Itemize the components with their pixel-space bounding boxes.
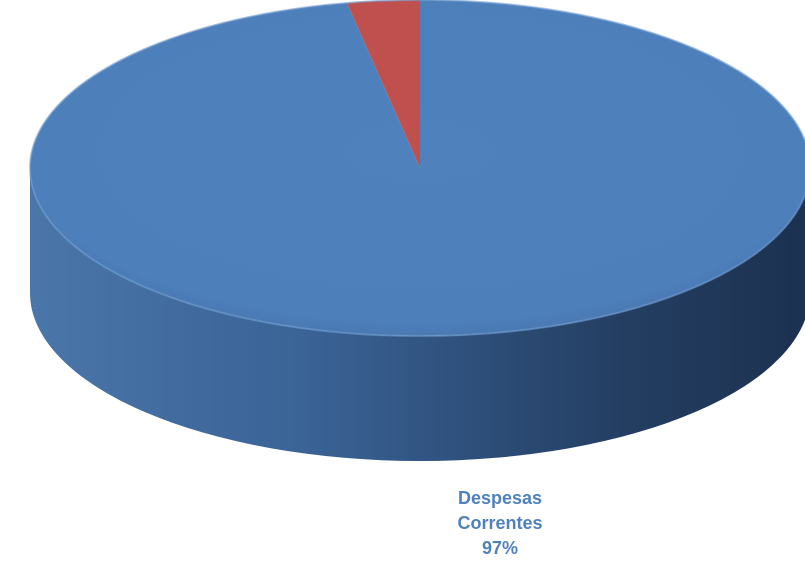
pie-side-segment-0 bbox=[30, 168, 805, 461]
pie-side-wall bbox=[30, 168, 805, 461]
pie-slice-0 bbox=[30, 0, 805, 336]
data-label-despesas-correntes: Despesas Correntes 97% bbox=[430, 486, 570, 561]
pie-top-face bbox=[29, 0, 805, 337]
pie-rim-highlight bbox=[29, 0, 805, 337]
data-label-line-3: 97% bbox=[481, 538, 519, 558]
data-label-line-2: Correntes bbox=[457, 513, 543, 533]
pie-slice-1 bbox=[346, 0, 420, 168]
data-label-line-1: Despesas bbox=[457, 488, 543, 508]
